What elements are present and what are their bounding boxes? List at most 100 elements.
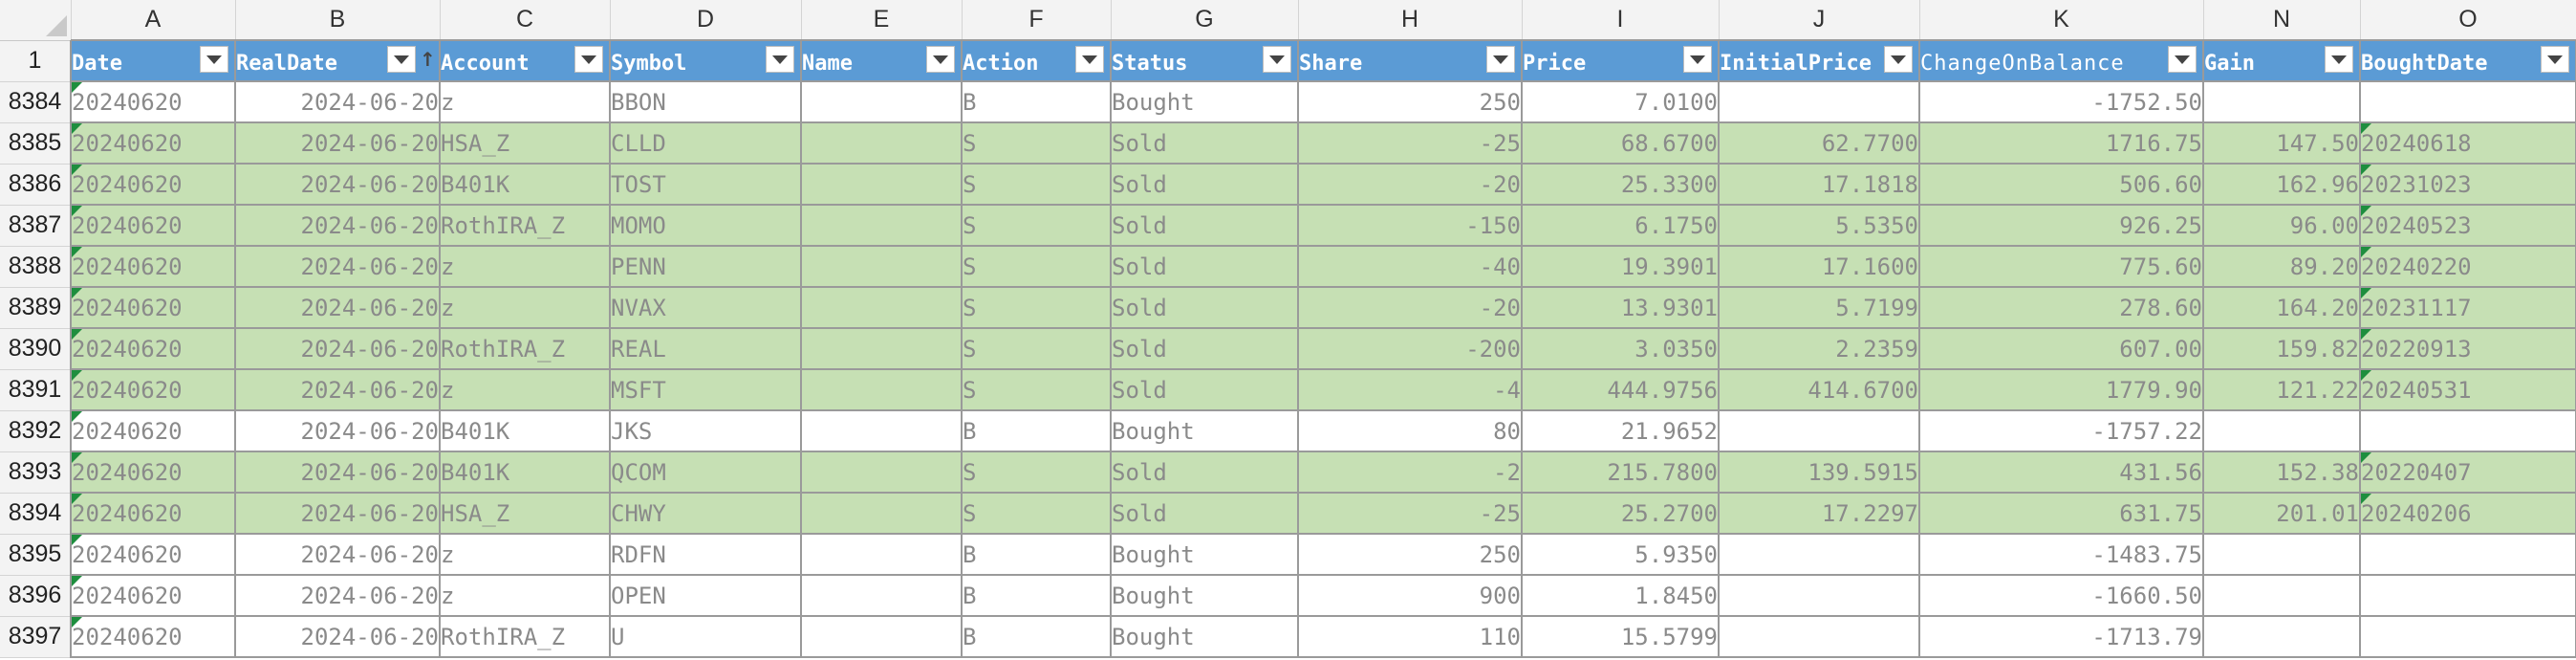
header-symbol[interactable]: Symbol (609, 39, 802, 82)
cell-date[interactable]: 20240620 (70, 163, 236, 206)
cell-symbol[interactable]: REAL (609, 327, 802, 370)
cell-price[interactable]: 19.3901 (1521, 245, 1720, 288)
cell-gain[interactable]: 121.22 (2202, 368, 2361, 411)
filter-dropdown-button[interactable] (387, 46, 416, 73)
cell-action[interactable]: S (961, 492, 1112, 535)
cell-initialprice[interactable] (1718, 533, 1920, 576)
header-account[interactable]: Account (439, 39, 611, 82)
cell-account[interactable]: B401K (439, 451, 611, 494)
cell-share[interactable]: -2 (1297, 451, 1523, 494)
cell-change[interactable]: 607.00 (1918, 327, 2204, 370)
filter-dropdown-button[interactable] (1075, 46, 1104, 73)
cell-date[interactable]: 20240620 (70, 204, 236, 247)
cell-boughtdate[interactable]: 20240220 (2359, 245, 2576, 288)
column-letter-g[interactable]: G (1111, 0, 1299, 41)
row-number[interactable]: 8396 (0, 575, 72, 617)
cell-realdate[interactable]: 2024-06-20 (234, 533, 441, 576)
cell-realdate[interactable]: 2024-06-20 (234, 409, 441, 452)
filter-dropdown-button[interactable] (2168, 46, 2197, 73)
row-number[interactable]: 8397 (0, 616, 72, 658)
cell-status[interactable]: Sold (1110, 204, 1299, 247)
cell-action[interactable]: B (961, 574, 1112, 617)
cell-realdate[interactable]: 2024-06-20 (234, 451, 441, 494)
cell-initialprice[interactable]: 5.5350 (1718, 204, 1920, 247)
cell-date[interactable]: 20240620 (70, 492, 236, 535)
cell-action[interactable]: B (961, 533, 1112, 576)
header-initialprice[interactable]: InitialPrice (1718, 39, 1920, 82)
cell-symbol[interactable]: CHWY (609, 492, 802, 535)
cell-initialprice[interactable] (1718, 574, 1920, 617)
cell-account[interactable]: z (439, 286, 611, 329)
cell-account[interactable]: B401K (439, 409, 611, 452)
row-number[interactable]: 8386 (0, 164, 72, 206)
header-boughtdate[interactable]: BoughtDate (2359, 39, 2576, 82)
cell-status[interactable]: Sold (1110, 286, 1299, 329)
cell-share[interactable]: 250 (1297, 533, 1523, 576)
cell-symbol[interactable]: PENN (609, 245, 802, 288)
cell-account[interactable]: RothIRA_Z (439, 615, 611, 658)
column-letter-o[interactable]: O (2360, 0, 2576, 41)
cell-name[interactable] (800, 286, 963, 329)
cell-gain[interactable]: 201.01 (2202, 492, 2361, 535)
cell-name[interactable] (800, 368, 963, 411)
filter-dropdown-button[interactable] (766, 46, 794, 73)
cell-symbol[interactable]: U (609, 615, 802, 658)
header-gain[interactable]: Gain (2202, 39, 2361, 82)
row-number[interactable]: 8388 (0, 246, 72, 288)
cell-status[interactable]: Sold (1110, 451, 1299, 494)
cell-realdate[interactable]: 2024-06-20 (234, 80, 441, 123)
cell-initialprice[interactable]: 62.7700 (1718, 121, 1920, 165)
column-letter-e[interactable]: E (801, 0, 963, 41)
column-letter-j[interactable]: J (1719, 0, 1920, 41)
cell-account[interactable]: z (439, 574, 611, 617)
cell-share[interactable]: -20 (1297, 163, 1523, 206)
cell-account[interactable]: HSA_Z (439, 492, 611, 535)
cell-price[interactable]: 1.8450 (1521, 574, 1720, 617)
cell-date[interactable]: 20240620 (70, 286, 236, 329)
cell-realdate[interactable]: 2024-06-20 (234, 245, 441, 288)
cell-boughtdate[interactable]: 20231117 (2359, 286, 2576, 329)
cell-name[interactable] (800, 533, 963, 576)
cell-realdate[interactable]: 2024-06-20 (234, 492, 441, 535)
cell-status[interactable]: Bought (1110, 615, 1299, 658)
cell-initialprice[interactable] (1718, 615, 1920, 658)
column-letter-d[interactable]: D (610, 0, 802, 41)
cell-symbol[interactable]: NVAX (609, 286, 802, 329)
cell-gain[interactable]: 164.20 (2202, 286, 2361, 329)
column-letter-c[interactable]: C (440, 0, 611, 41)
cell-share[interactable]: -20 (1297, 286, 1523, 329)
cell-gain[interactable] (2202, 409, 2361, 452)
cell-gain[interactable]: 147.50 (2202, 121, 2361, 165)
cell-action[interactable]: B (961, 409, 1112, 452)
cell-change[interactable]: 775.60 (1918, 245, 2204, 288)
cell-price[interactable]: 68.6700 (1521, 121, 1720, 165)
cell-initialprice[interactable]: 139.5915 (1718, 451, 1920, 494)
filter-dropdown-button[interactable] (2325, 46, 2353, 73)
cell-status[interactable]: Bought (1110, 574, 1299, 617)
cell-date[interactable]: 20240620 (70, 368, 236, 411)
cell-action[interactable]: S (961, 286, 1112, 329)
cell-status[interactable]: Sold (1110, 245, 1299, 288)
cell-initialprice[interactable] (1718, 409, 1920, 452)
cell-boughtdate[interactable] (2359, 409, 2576, 452)
cell-boughtdate[interactable]: 20231023 (2359, 163, 2576, 206)
row-number[interactable]: 8387 (0, 205, 72, 247)
cell-boughtdate[interactable]: 20240523 (2359, 204, 2576, 247)
cell-status[interactable]: Bought (1110, 80, 1299, 123)
filter-dropdown-button[interactable] (1263, 46, 1291, 73)
filter-dropdown-button[interactable] (926, 46, 955, 73)
header-action[interactable]: Action (961, 39, 1112, 82)
cell-name[interactable] (800, 451, 963, 494)
cell-price[interactable]: 6.1750 (1521, 204, 1720, 247)
cell-initialprice[interactable]: 5.7199 (1718, 286, 1920, 329)
cell-share[interactable]: -25 (1297, 492, 1523, 535)
cell-price[interactable]: 21.9652 (1521, 409, 1720, 452)
cell-gain[interactable]: 152.38 (2202, 451, 2361, 494)
cell-status[interactable]: Bought (1110, 533, 1299, 576)
select-all-corner[interactable] (0, 0, 72, 41)
cell-account[interactable]: B401K (439, 163, 611, 206)
cell-symbol[interactable]: RDFN (609, 533, 802, 576)
cell-share[interactable]: 900 (1297, 574, 1523, 617)
cell-boughtdate[interactable]: 20220407 (2359, 451, 2576, 494)
cell-account[interactable]: z (439, 533, 611, 576)
